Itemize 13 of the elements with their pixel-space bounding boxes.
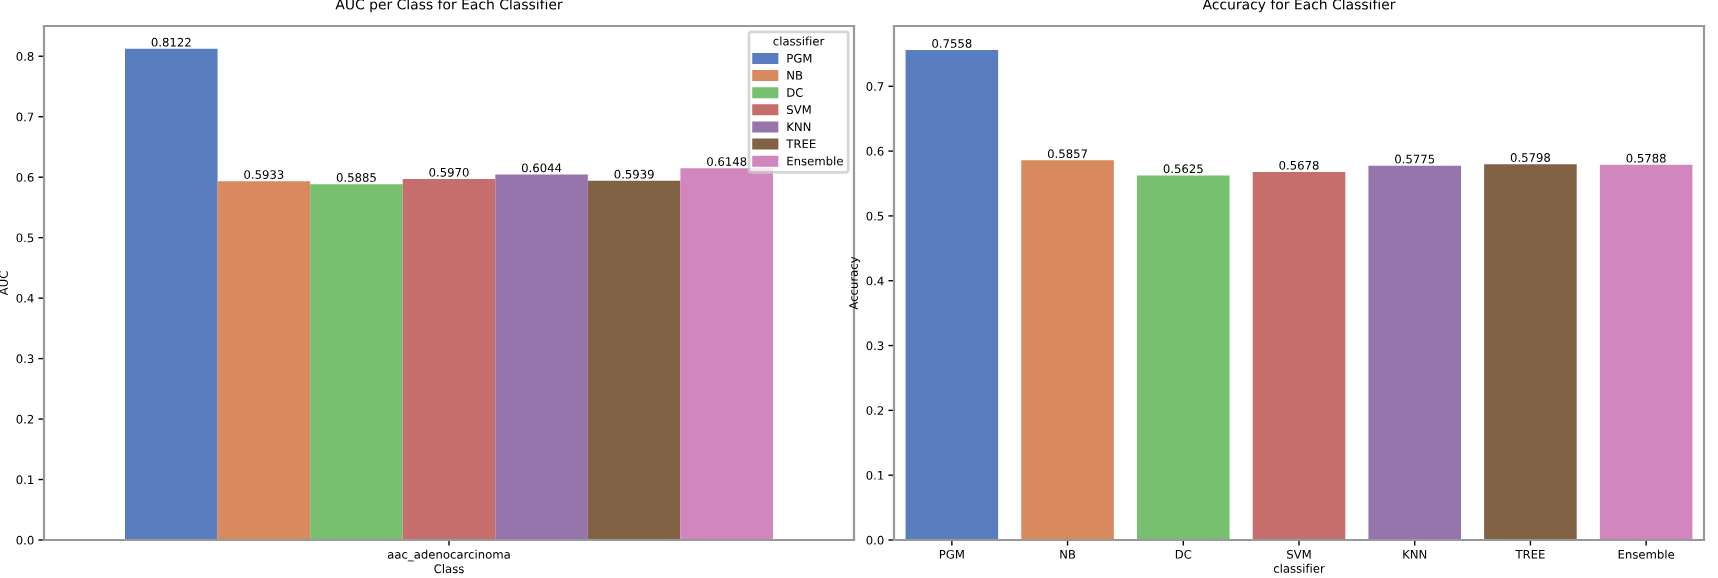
bar [310, 184, 403, 540]
bar [402, 178, 496, 540]
bar [1137, 175, 1230, 540]
bar [1368, 165, 1461, 540]
bar [1484, 164, 1577, 540]
bar [905, 50, 999, 540]
bar [1599, 164, 1693, 540]
bar [587, 180, 681, 540]
bar [495, 174, 588, 540]
bar [1021, 160, 1114, 540]
bar [1252, 171, 1346, 540]
bar [217, 181, 311, 540]
bar [125, 48, 218, 540]
